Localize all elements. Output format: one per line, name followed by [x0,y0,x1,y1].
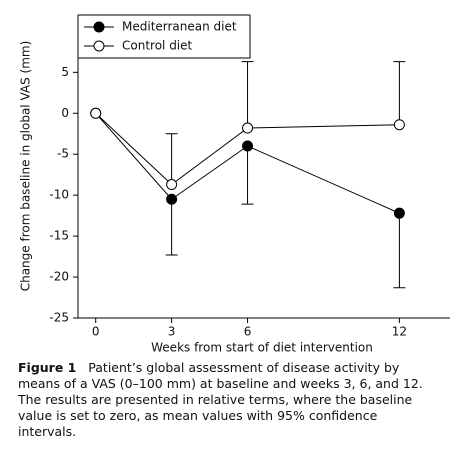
y-axis-label: Change from baseline in global VAS (mm) [19,41,33,292]
x-axis-label: Weeks from start of diet intervention [151,341,373,355]
chart: Weeks from start of diet intervention Ch… [19,14,450,355]
y-tick-label: -5 [57,147,69,161]
error-bar [241,61,254,129]
marker [166,193,178,205]
legend-box [77,14,251,59]
x-tick-label: 12 [392,325,407,339]
error-bar [393,61,406,125]
series-line [95,112,400,186]
error-bar [393,213,406,289]
x-tick-label: 3 [168,325,176,339]
legend-marker [93,21,105,33]
marker [393,207,405,219]
series-line [95,112,400,214]
caption-label: Figure 1 [18,360,77,375]
legend-marker [93,40,105,52]
x-tick-label: 0 [92,325,100,339]
x-tick-label: 6 [244,325,252,339]
y-tick-label: -10 [49,188,69,202]
marker [90,107,102,119]
caption-text: Patient’s global assessment of disease a… [18,360,423,439]
error-bar [241,146,254,205]
error-bar [165,199,178,256]
marker [242,140,254,152]
marker [393,119,405,131]
error-bar [165,133,178,185]
y-tick-label: -25 [49,311,69,325]
caption: Figure 1 Patient’s global assessment of … [18,360,438,440]
y-tick-label: 5 [61,65,69,79]
marker [242,122,254,134]
legend-label: Mediterranean diet [122,20,237,34]
y-tick-label: 0 [61,106,69,120]
legend-label: Control diet [122,39,193,53]
y-tick-label: -20 [49,270,69,284]
y-tick-label: -15 [49,229,69,243]
marker [166,179,178,191]
